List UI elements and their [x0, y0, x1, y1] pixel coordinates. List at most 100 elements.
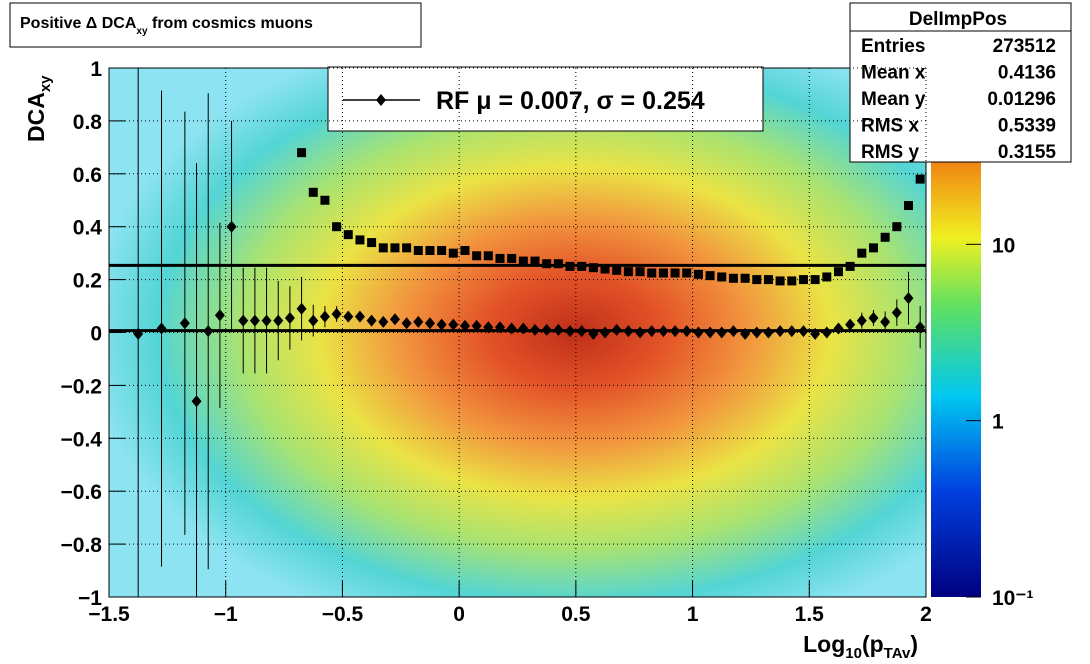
marker — [833, 267, 843, 277]
legend-marker — [376, 94, 386, 106]
marker — [191, 395, 202, 408]
stats-value: 0.4136 — [998, 63, 1056, 84]
marker — [728, 273, 738, 283]
marker — [588, 263, 598, 273]
marker — [448, 318, 459, 331]
marker — [471, 319, 482, 332]
y-tick-label: −1 — [78, 587, 102, 610]
marker — [401, 317, 412, 330]
marker — [367, 238, 377, 248]
y-axis-title: DCAxy — [23, 75, 54, 142]
marker — [623, 267, 633, 277]
y-tick-label: 0.6 — [73, 164, 102, 187]
marker — [413, 246, 423, 256]
text-part: Positive Δ DCA — [20, 15, 137, 32]
marker — [261, 314, 272, 327]
marker — [612, 265, 622, 275]
marker — [238, 314, 249, 327]
marker — [752, 275, 762, 285]
marker — [891, 306, 902, 319]
marker — [600, 264, 610, 274]
marker — [319, 310, 330, 323]
x-tick-label: 2 — [920, 603, 932, 626]
marker — [553, 259, 563, 269]
x-tick-label: 1 — [687, 603, 699, 626]
marker — [343, 230, 353, 240]
marker — [658, 268, 668, 278]
marker — [179, 317, 190, 330]
marker — [892, 222, 902, 232]
marker — [424, 317, 435, 330]
marker — [249, 314, 260, 327]
y-tick-label: −0.2 — [61, 375, 102, 398]
z-tick-label: 10 — [992, 234, 1015, 257]
text-part: from cosmics muons — [148, 15, 313, 32]
x-tick-label: 1.5 — [795, 603, 825, 626]
y-tick-label: 0.2 — [73, 270, 102, 293]
z-tick-label: 1 — [992, 411, 1004, 434]
marker — [320, 195, 330, 205]
marker — [402, 243, 412, 253]
marker — [763, 275, 773, 285]
marker — [507, 253, 517, 263]
chart-title: Positive Δ DCAxy from cosmics muons — [20, 15, 313, 37]
marker — [390, 243, 400, 253]
stats-value: 273512 — [993, 36, 1056, 57]
marker — [518, 256, 528, 266]
text-part: Log — [803, 631, 845, 657]
marker — [378, 315, 389, 328]
marker — [460, 246, 470, 256]
subscript: xy — [136, 26, 148, 37]
marker — [682, 268, 692, 278]
marker — [436, 318, 447, 331]
marker — [355, 235, 365, 245]
stats-label: Entries — [861, 36, 925, 57]
x-axis-title: Log10(pTAv) — [803, 631, 918, 662]
marker — [389, 313, 400, 326]
marker — [284, 311, 295, 324]
legend-label: RF μ = 0.007, σ = 0.254 — [436, 87, 705, 115]
marker — [787, 276, 797, 286]
marker — [214, 309, 225, 322]
marker — [413, 315, 424, 328]
stats-label: RMS y — [861, 142, 920, 163]
y-tick-label: 0.4 — [73, 217, 103, 240]
marker — [868, 311, 879, 324]
marker — [378, 243, 388, 253]
marker — [705, 271, 715, 281]
marker — [459, 319, 470, 332]
marker — [880, 232, 890, 242]
marker — [297, 148, 307, 158]
marker — [915, 174, 925, 184]
marker — [366, 314, 377, 327]
marker — [845, 318, 856, 331]
text-part: DCA — [23, 92, 49, 142]
subscript: TAv — [884, 645, 911, 662]
marker — [880, 315, 891, 328]
marker — [740, 273, 750, 283]
title-box — [9, 2, 422, 48]
marker — [717, 272, 727, 282]
marker — [903, 292, 914, 305]
marker — [693, 269, 703, 279]
marker — [308, 187, 318, 197]
marker — [495, 253, 505, 263]
stats-label: RMS x — [861, 116, 920, 137]
marker — [425, 246, 435, 256]
marker — [437, 246, 447, 256]
subscript: xy — [37, 75, 54, 92]
marker — [226, 220, 237, 233]
marker — [647, 268, 657, 278]
marker — [856, 314, 867, 327]
marker — [857, 248, 867, 258]
x-tick-label: −1 — [214, 603, 238, 626]
marker — [354, 310, 365, 323]
z-tick-label: 10⁻¹ — [992, 587, 1033, 610]
marker — [822, 272, 832, 282]
marker — [530, 256, 540, 266]
subscript: 10 — [845, 645, 862, 662]
y-tick-label: −0.8 — [61, 534, 103, 557]
marker — [308, 314, 319, 327]
marker — [775, 276, 785, 286]
